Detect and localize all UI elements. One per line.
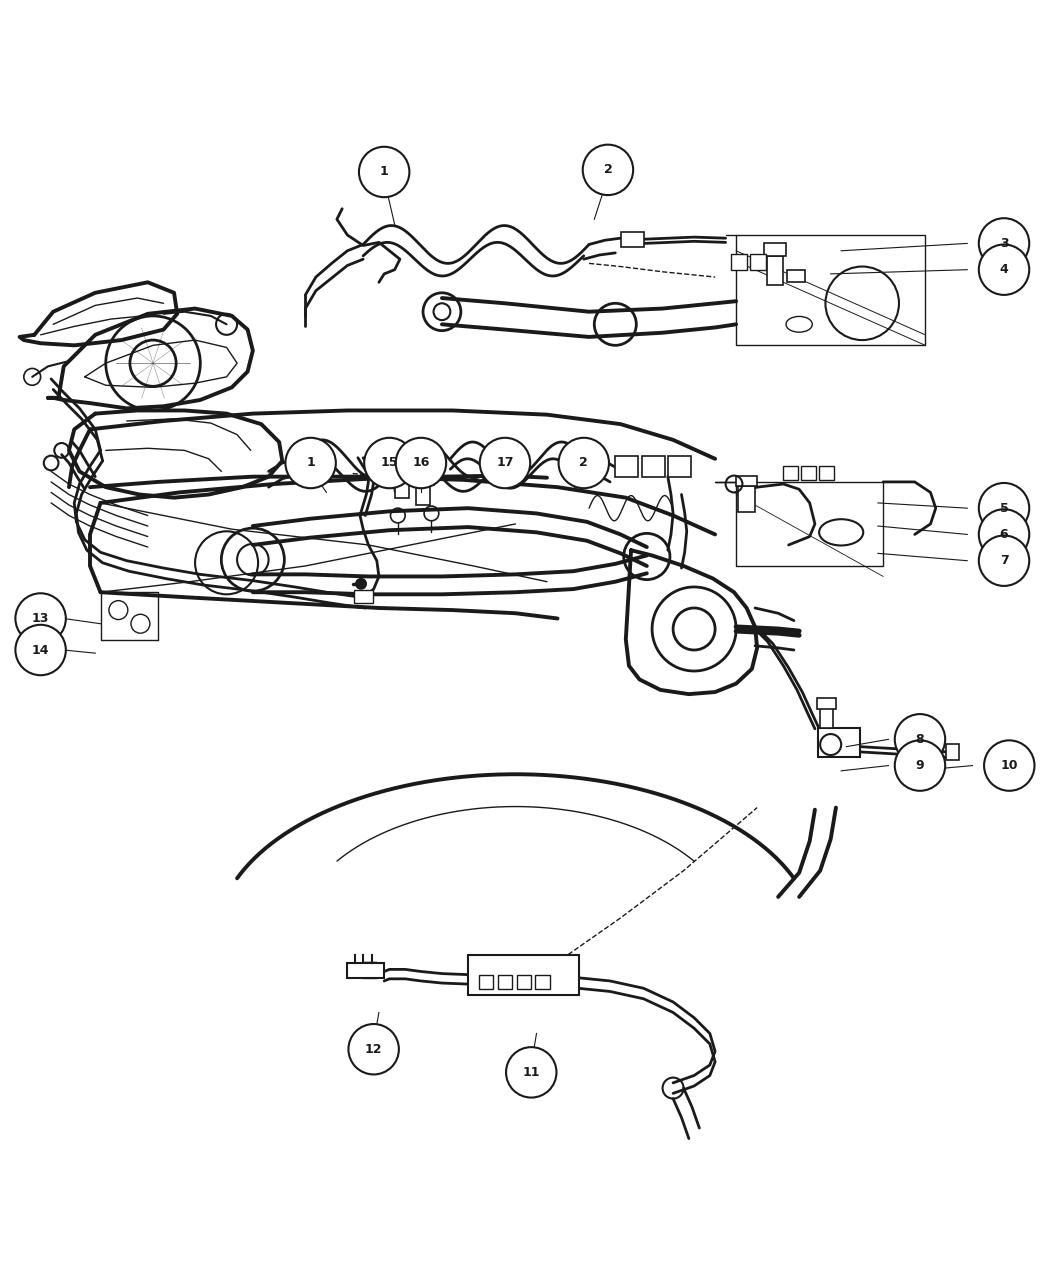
Circle shape: [506, 1048, 557, 1097]
Circle shape: [978, 536, 1029, 586]
Text: 1: 1: [380, 165, 388, 179]
FancyBboxPatch shape: [820, 466, 834, 480]
FancyBboxPatch shape: [479, 975, 493, 990]
Circle shape: [583, 145, 633, 196]
Text: 14: 14: [32, 643, 49, 656]
FancyBboxPatch shape: [802, 466, 816, 480]
FancyBboxPatch shape: [668, 455, 691, 477]
Circle shape: [396, 437, 446, 489]
Circle shape: [978, 219, 1029, 269]
Circle shape: [356, 578, 366, 590]
Text: 17: 17: [497, 457, 513, 469]
Text: 10: 10: [1000, 758, 1018, 773]
Circle shape: [895, 741, 945, 790]
Text: 12: 12: [365, 1042, 383, 1055]
Circle shape: [16, 624, 66, 675]
FancyBboxPatch shape: [946, 743, 958, 760]
FancyBboxPatch shape: [391, 466, 412, 477]
Text: 8: 8: [915, 733, 925, 746]
FancyBboxPatch shape: [750, 255, 766, 270]
Circle shape: [480, 437, 530, 489]
Text: 11: 11: [523, 1065, 540, 1079]
FancyBboxPatch shape: [767, 256, 784, 285]
Text: 9: 9: [915, 758, 925, 773]
Circle shape: [978, 483, 1029, 533]
FancyBboxPatch shape: [394, 475, 409, 498]
Text: 7: 7: [999, 554, 1009, 567]
Circle shape: [559, 437, 609, 489]
Text: 2: 2: [604, 164, 612, 177]
FancyBboxPatch shape: [416, 483, 430, 505]
FancyBboxPatch shape: [787, 270, 806, 283]
FancyBboxPatch shape: [765, 243, 786, 256]
FancyBboxPatch shape: [353, 590, 372, 602]
Text: 6: 6: [999, 528, 1008, 541]
Text: 4: 4: [999, 263, 1009, 276]
FancyBboxPatch shape: [736, 476, 757, 486]
FancyBboxPatch shape: [817, 698, 836, 709]
FancyBboxPatch shape: [498, 975, 512, 990]
Circle shape: [364, 437, 414, 489]
FancyBboxPatch shape: [468, 954, 579, 995]
FancyBboxPatch shape: [615, 455, 639, 477]
FancyBboxPatch shape: [621, 231, 644, 247]
FancyBboxPatch shape: [821, 707, 833, 728]
Text: 15: 15: [381, 457, 398, 469]
FancyBboxPatch shape: [347, 963, 384, 978]
Circle shape: [359, 147, 409, 197]
FancyBboxPatch shape: [739, 486, 755, 513]
FancyBboxPatch shape: [517, 975, 531, 990]
Circle shape: [895, 714, 945, 765]
Circle shape: [984, 741, 1034, 790]
Circle shape: [285, 437, 336, 489]
Circle shape: [16, 593, 66, 643]
FancyBboxPatch shape: [784, 466, 798, 480]
FancyBboxPatch shape: [731, 255, 747, 270]
FancyBboxPatch shape: [818, 728, 861, 757]
FancyBboxPatch shape: [535, 975, 550, 990]
FancyBboxPatch shape: [642, 455, 665, 477]
Circle shape: [978, 509, 1029, 560]
Text: 5: 5: [999, 501, 1009, 514]
Circle shape: [978, 244, 1029, 295]
Text: 16: 16: [412, 457, 429, 469]
Text: 2: 2: [580, 457, 588, 469]
FancyBboxPatch shape: [412, 476, 433, 485]
Text: 1: 1: [306, 457, 315, 469]
Text: 13: 13: [32, 611, 49, 625]
Circle shape: [348, 1024, 399, 1074]
Text: 3: 3: [999, 237, 1008, 249]
